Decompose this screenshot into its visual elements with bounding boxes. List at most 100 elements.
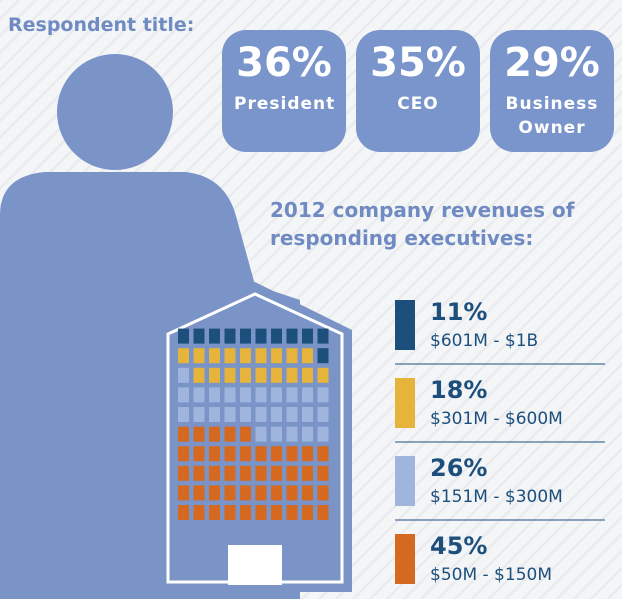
legend-swatch — [395, 300, 415, 350]
waffle-tile — [240, 387, 251, 402]
waffle-tile — [256, 368, 267, 383]
waffle-tile — [194, 407, 205, 422]
waffle-tile — [209, 387, 220, 402]
waffle-tile — [302, 329, 313, 344]
waffle-tile — [240, 348, 251, 363]
title-name: President — [234, 92, 334, 116]
waffle-tile — [302, 368, 313, 383]
waffle-tile — [318, 387, 329, 402]
waffle-tile — [178, 329, 189, 344]
waffle-tile — [302, 485, 313, 500]
waffle-tile — [178, 446, 189, 461]
waffle-tile — [240, 407, 251, 422]
waffle-tile — [256, 505, 267, 520]
waffle-tile — [209, 466, 220, 481]
waffle-tile — [209, 348, 220, 363]
waffle-tile — [256, 427, 267, 442]
waffle-tile — [209, 368, 220, 383]
legend-swatch — [395, 534, 415, 584]
legend-range: $301M - $600M — [430, 409, 563, 429]
waffle-tile — [271, 485, 282, 500]
respondent-label: Respondent title: — [8, 14, 194, 36]
waffle-tile — [209, 329, 220, 344]
waffle-tile — [178, 505, 189, 520]
legend-range: $601M - $1B — [430, 331, 538, 351]
waffle-tile — [302, 427, 313, 442]
waffle-tile — [271, 427, 282, 442]
building-door — [228, 545, 282, 585]
waffle-tile — [256, 446, 267, 461]
waffle-tile — [271, 505, 282, 520]
waffle-tile — [178, 466, 189, 481]
waffle-tile — [256, 348, 267, 363]
legend-percent: 18% — [430, 376, 487, 404]
legend-range: $151M - $300M — [430, 487, 563, 507]
waffle-tile — [256, 466, 267, 481]
waffle-tile — [318, 368, 329, 383]
waffle-tile — [318, 485, 329, 500]
waffle-tile — [318, 466, 329, 481]
waffle-tile — [318, 407, 329, 422]
legend-percent: 45% — [430, 532, 487, 560]
waffle-tile — [240, 368, 251, 383]
waffle-tile — [287, 466, 298, 481]
artwork: 11%$601M - $1B18%$301M - $600M26%$151M -… — [0, 0, 622, 599]
waffle-tile — [287, 329, 298, 344]
title-name: Business Owner — [502, 92, 602, 140]
waffle-tile — [318, 348, 329, 363]
waffle-tile — [240, 427, 251, 442]
waffle-tile — [302, 348, 313, 363]
waffle-tile — [225, 485, 236, 500]
waffle-tile — [287, 427, 298, 442]
waffle-tile — [209, 485, 220, 500]
waffle-tile — [287, 446, 298, 461]
waffle-tile — [256, 485, 267, 500]
waffle-tile — [209, 407, 220, 422]
waffle-tile — [194, 329, 205, 344]
waffle-tile — [302, 466, 313, 481]
waffle-tile — [287, 407, 298, 422]
waffle-tile — [209, 446, 220, 461]
waffle-tile — [178, 407, 189, 422]
waffle-tile — [240, 505, 251, 520]
waffle-tile — [194, 368, 205, 383]
waffle-tile — [302, 446, 313, 461]
waffle-tile — [318, 427, 329, 442]
waffle-tile — [287, 387, 298, 402]
waffle-tile — [287, 348, 298, 363]
waffle-tile — [225, 505, 236, 520]
title-percent: 29% — [490, 40, 614, 86]
waffle-tile — [225, 407, 236, 422]
waffle-tile — [318, 329, 329, 344]
title-percent: 35% — [356, 40, 480, 86]
waffle-tile — [271, 446, 282, 461]
waffle-tile — [194, 427, 205, 442]
waffle-tile — [240, 485, 251, 500]
waffle-tile — [302, 387, 313, 402]
waffle-tile — [194, 446, 205, 461]
waffle-tile — [240, 329, 251, 344]
waffle-tile — [271, 387, 282, 402]
waffle-tile — [240, 466, 251, 481]
waffle-tile — [256, 329, 267, 344]
waffle-tile — [287, 368, 298, 383]
title-percent: 36% — [222, 40, 346, 86]
title-name: CEO — [368, 92, 468, 116]
waffle-tile — [178, 387, 189, 402]
waffle-tile — [271, 348, 282, 363]
legend-swatch — [395, 456, 415, 506]
waffle-tile — [287, 485, 298, 500]
waffle-tile — [256, 407, 267, 422]
waffle-tile — [225, 466, 236, 481]
waffle-tile — [209, 505, 220, 520]
revenue-title: 2012 company revenues of responding exec… — [270, 196, 590, 252]
waffle-tile — [209, 427, 220, 442]
waffle-tile — [178, 427, 189, 442]
legend-range: $50M - $150M — [430, 565, 552, 585]
waffle-tile — [271, 329, 282, 344]
waffle-tile — [225, 387, 236, 402]
waffle-tile — [194, 387, 205, 402]
waffle-tile — [225, 348, 236, 363]
waffle-tile — [225, 329, 236, 344]
waffle-tile — [194, 485, 205, 500]
